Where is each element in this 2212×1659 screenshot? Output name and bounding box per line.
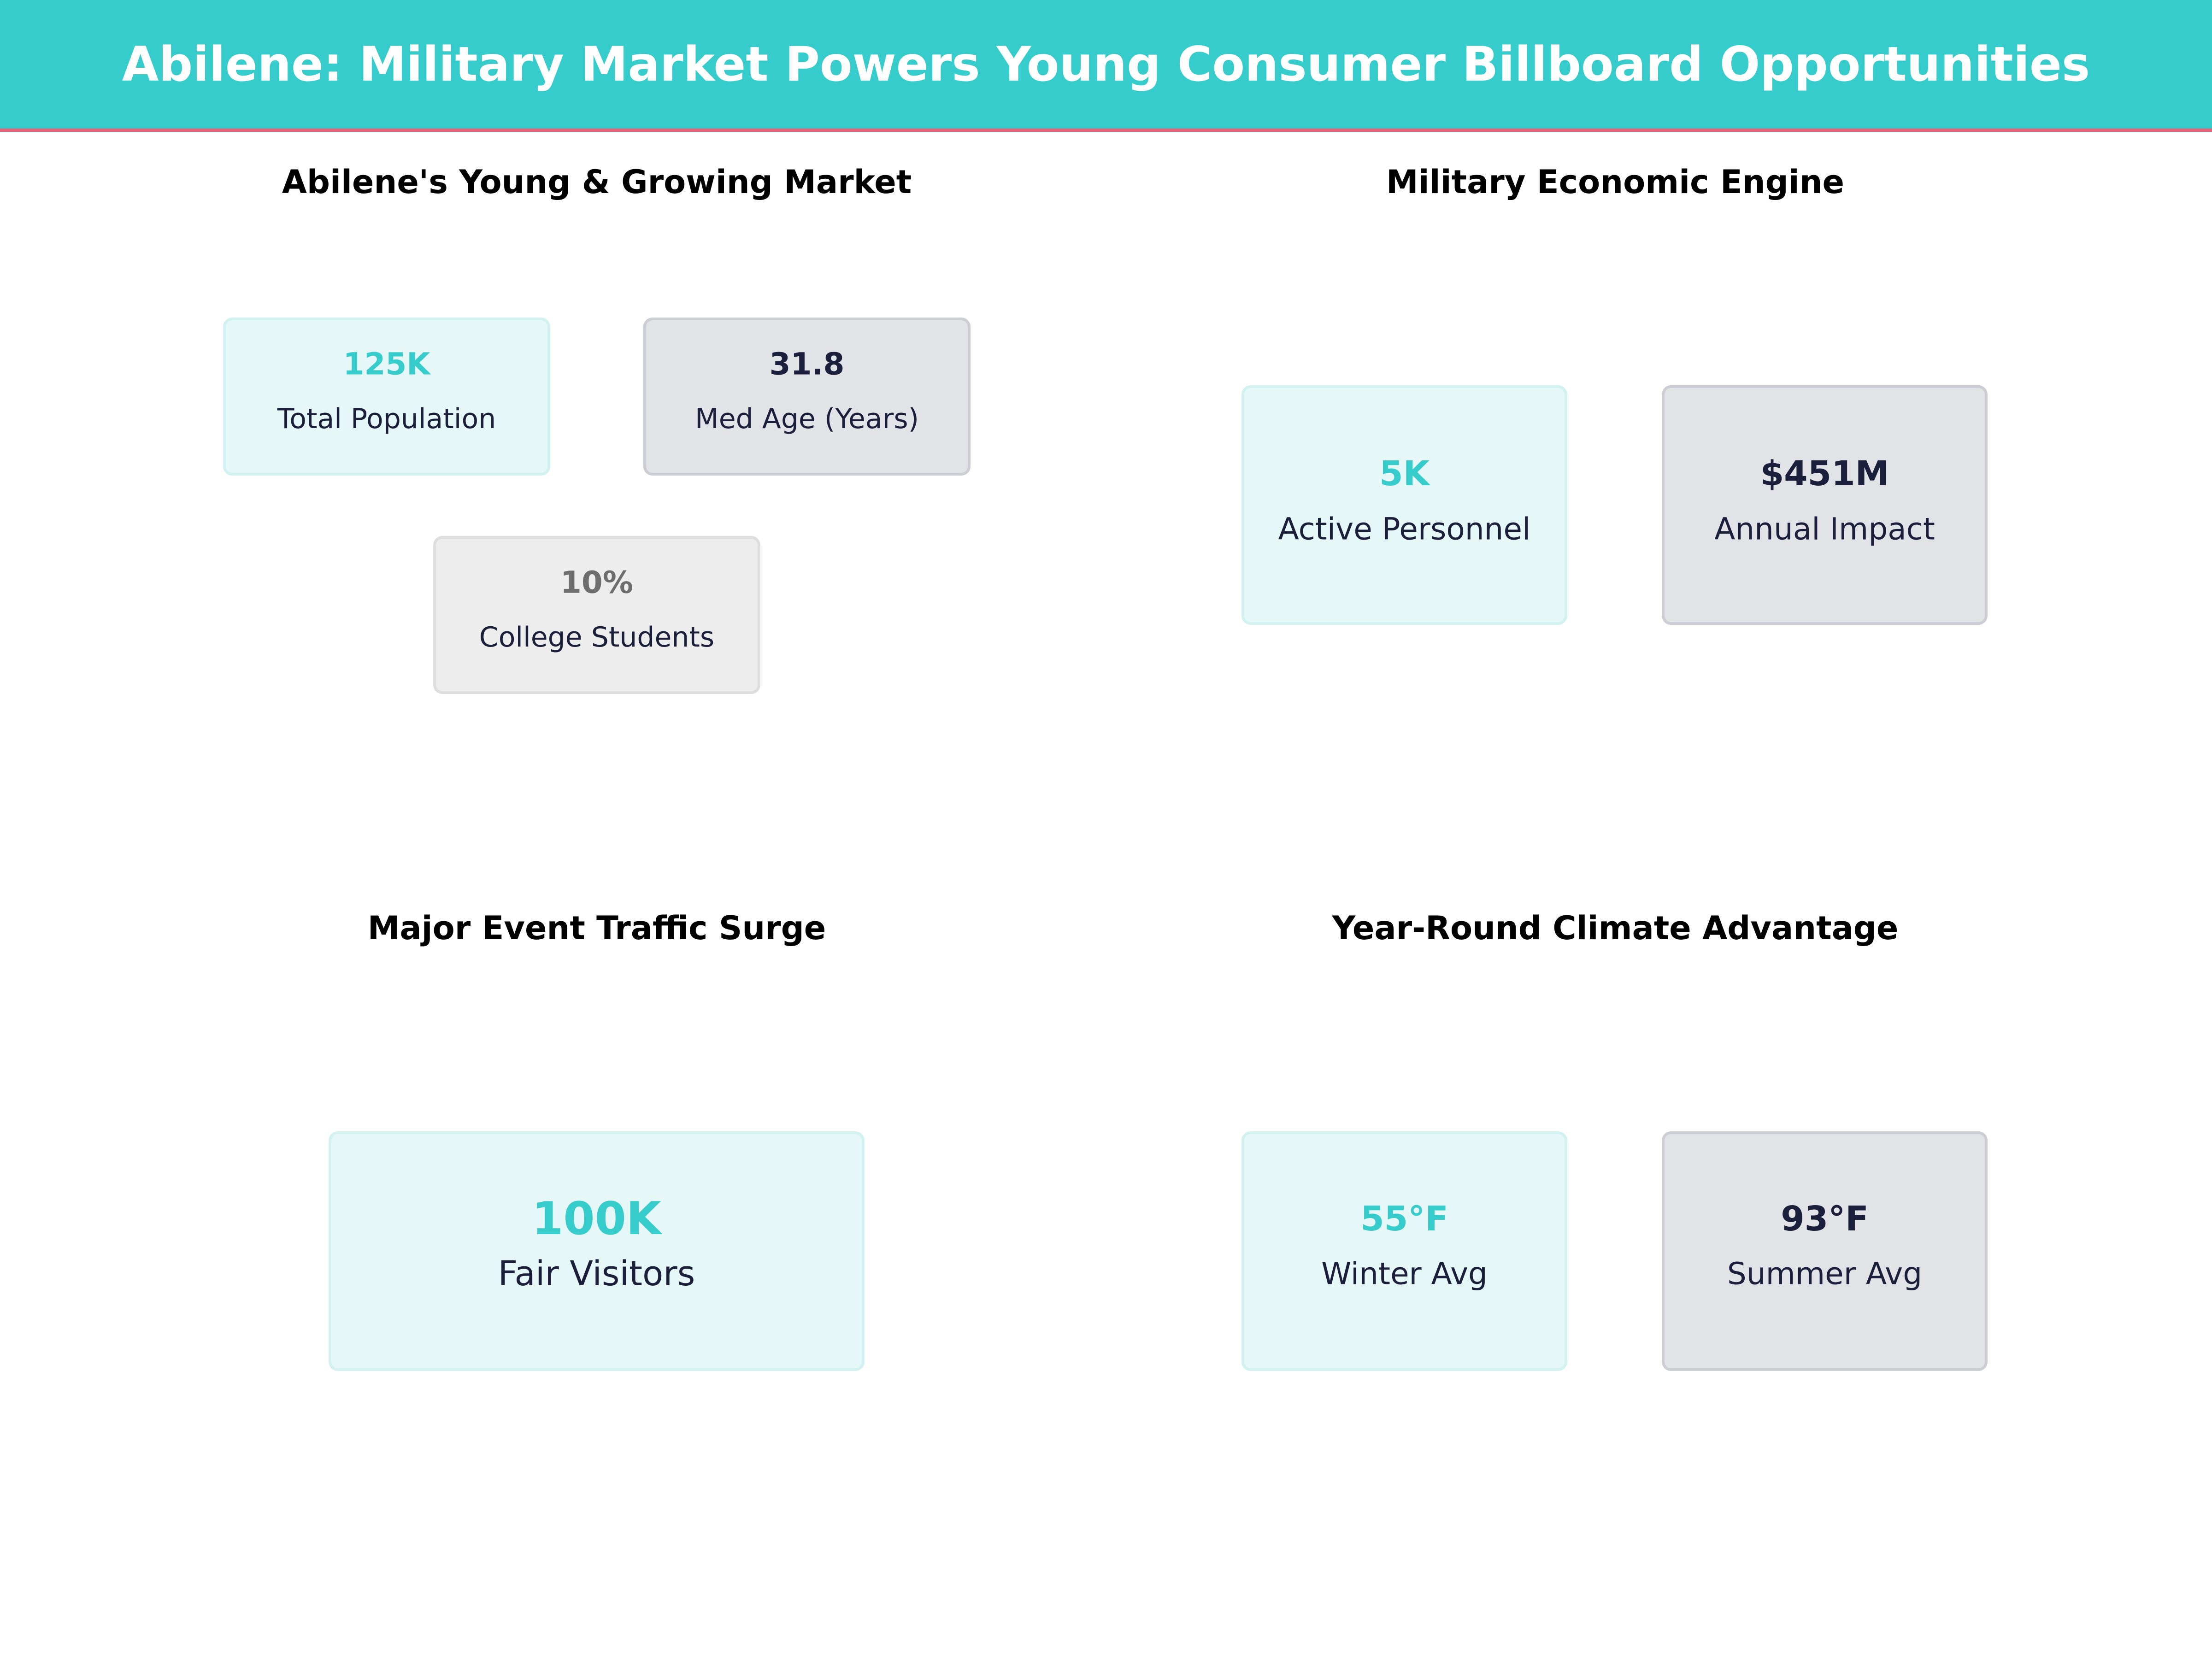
stat-card-college-students: 10% College Students — [433, 536, 760, 694]
stat-label: Fair Visitors — [498, 1254, 695, 1294]
header-banner: Abilene: Military Market Powers Young Co… — [0, 0, 2212, 132]
stat-value: 5K — [1379, 454, 1430, 494]
stat-card-active-personnel: 5K Active Personnel — [1241, 385, 1567, 625]
panel-title-climate: Year-Round Climate Advantage — [1332, 909, 1899, 947]
stat-value: $451M — [1760, 454, 1889, 494]
stat-label: College Students — [479, 621, 715, 653]
panel-title-events: Major Event Traffic Surge — [367, 909, 826, 947]
stat-card-winter-avg: 55°F Winter Avg — [1241, 1131, 1567, 1371]
stat-card-summer-avg: 93°F Summer Avg — [1662, 1131, 1988, 1371]
panel-title-market: Abilene's Young & Growing Market — [282, 163, 912, 201]
stat-label: Annual Impact — [1714, 511, 1935, 547]
page-title: Abilene: Military Market Powers Young Co… — [122, 36, 2090, 92]
stat-value: 125K — [343, 346, 430, 382]
stat-label: Med Age (Years) — [694, 403, 919, 435]
stat-value: 93°F — [1781, 1199, 1869, 1239]
stat-value: 100K — [532, 1193, 661, 1245]
stat-label: Total Population — [277, 403, 496, 435]
stat-card-fair-visitors: 100K Fair Visitors — [329, 1131, 865, 1371]
stat-value: 55°F — [1360, 1199, 1448, 1239]
stat-card-population: 125K Total Population — [223, 318, 550, 476]
stat-value: 31.8 — [769, 346, 845, 382]
stat-label: Winter Avg — [1321, 1256, 1488, 1292]
panel-title-military: Military Economic Engine — [1386, 163, 1845, 201]
stat-card-median-age: 31.8 Med Age (Years) — [643, 318, 971, 476]
stat-label: Active Personnel — [1278, 511, 1531, 547]
stat-label: Summer Avg — [1727, 1256, 1923, 1292]
stat-value: 10% — [560, 565, 633, 600]
stat-card-annual-impact: $451M Annual Impact — [1662, 385, 1988, 625]
